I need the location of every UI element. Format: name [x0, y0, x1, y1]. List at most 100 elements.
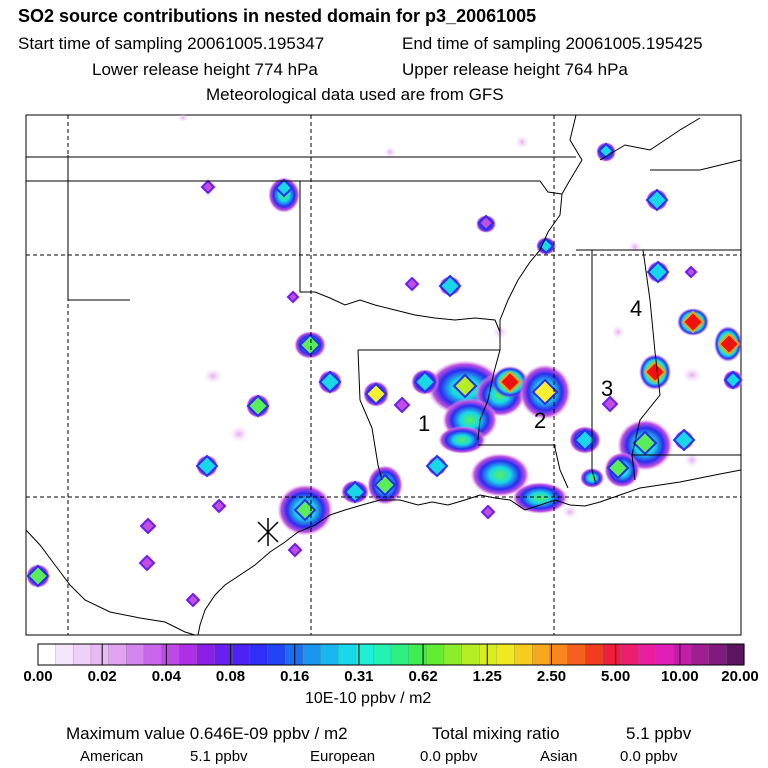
colorbar-cell [143, 643, 163, 666]
colorbar-cell [443, 643, 463, 666]
colorbar-cell [284, 643, 304, 666]
colorbar-tick-label: 20.00 [721, 668, 759, 685]
colorbar-cell [567, 643, 586, 666]
colorbar-cell [585, 643, 604, 666]
met-data-label: Meteorological data used are from GFS [206, 85, 504, 104]
colorbar-cell [426, 643, 445, 666]
colorbar-cell [673, 643, 692, 666]
source-marker [537, 237, 555, 255]
total-mixing-label: Total mixing ratio [432, 724, 560, 743]
source-marker [452, 373, 478, 399]
colorbar-cell [302, 643, 322, 666]
plume-blob [438, 426, 486, 454]
colorbar-cell [655, 643, 675, 666]
asian-value: 0.0 ppbv [620, 748, 678, 765]
graticule [26, 115, 741, 635]
source-marker [138, 554, 156, 572]
colorbar-cell [231, 643, 251, 666]
total-mixing-value: 5.1 ppbv [626, 724, 692, 743]
start-time-label: Start time of sampling 20061005.195347 [18, 34, 325, 53]
colorbar-tick-label: 5.00 [601, 668, 631, 685]
source-marker [480, 504, 496, 520]
plume-spot [384, 146, 396, 158]
colorbar-cell [249, 643, 269, 666]
source-marker [425, 454, 449, 478]
plume-spot [229, 425, 249, 443]
colorbar-cell [390, 643, 410, 666]
colorbar-tick-label: 0.00 [23, 668, 53, 685]
colorbar-cell [214, 643, 233, 666]
source-marker [26, 564, 50, 588]
colorbar-tick-label: 2.50 [536, 668, 567, 685]
colorbar-tick-label: 0.62 [408, 668, 438, 685]
plume-spot [682, 367, 702, 383]
colorbar-cell [73, 643, 92, 666]
colorbar-cell [126, 643, 145, 666]
source-marker [646, 260, 670, 284]
source-marker [185, 592, 201, 608]
source-marker [632, 430, 658, 456]
colorbar-cell [373, 643, 392, 666]
source-marker [672, 428, 696, 452]
source-marker [393, 396, 411, 414]
colorbar-tick-label: 0.02 [87, 668, 117, 685]
source-marker [643, 360, 667, 384]
colorbar-cell [196, 643, 216, 666]
source-marker [211, 498, 227, 514]
release-location-marker [257, 518, 279, 546]
source-marker [318, 370, 342, 394]
colorbar-cell [37, 643, 57, 666]
source-marker [287, 542, 303, 558]
colorbar-cell [637, 643, 657, 666]
source-marker [413, 370, 437, 394]
colorbar-cell [690, 643, 710, 666]
source-marker [684, 265, 698, 279]
colorbar-cell [179, 643, 198, 666]
colorbar-cells [37, 643, 745, 666]
end-time-label: End time of sampling 20061005.195425 [402, 34, 703, 53]
colorbar-tick-label: 0.08 [215, 668, 246, 685]
plume-spot [562, 505, 578, 519]
colorbar-cell [602, 643, 622, 666]
colorbar-cell [532, 643, 551, 666]
colorbar-cell [55, 643, 74, 666]
colorbar-cell [461, 643, 480, 666]
source-marker [601, 395, 619, 413]
plume-spot [611, 325, 625, 339]
colorbar-cell [549, 643, 569, 666]
colorbar-cell [514, 643, 533, 666]
colorbar-cell [496, 643, 516, 666]
colorbar-cell [108, 643, 127, 666]
colorbar-cell [408, 643, 427, 666]
source-marker [286, 290, 300, 304]
source-marker [139, 517, 157, 535]
plume-spot [515, 135, 529, 149]
source-marker [717, 332, 741, 356]
plume-blob [580, 468, 604, 488]
source-marker [200, 179, 216, 195]
source-marker [246, 394, 270, 418]
colorbar-tick-label: 0.16 [280, 668, 310, 685]
european-value: 0.0 ppbv [420, 748, 478, 765]
source-marker [364, 382, 388, 406]
colorbar-tick-label: 1.25 [472, 668, 502, 685]
european-label: European [310, 748, 376, 765]
region-label: 1 [418, 411, 430, 436]
colorbar-cell [161, 643, 180, 666]
colorbar-cell [337, 643, 357, 666]
region-label: 4 [630, 296, 642, 321]
colorbar-units: 10E-10 ppbv / m2 [305, 690, 432, 707]
colorbar-cell [726, 643, 745, 666]
source-marker [681, 310, 705, 334]
plume-blob [470, 453, 530, 497]
colorbar-cell [90, 643, 110, 666]
plume-spot [684, 452, 700, 468]
source-markers [26, 142, 743, 608]
colorbar-tick-label: 0.04 [151, 668, 181, 685]
colorbar-cell [479, 643, 498, 666]
american-label: American [80, 748, 144, 765]
plume-spot [177, 114, 189, 122]
source-marker [274, 178, 294, 198]
